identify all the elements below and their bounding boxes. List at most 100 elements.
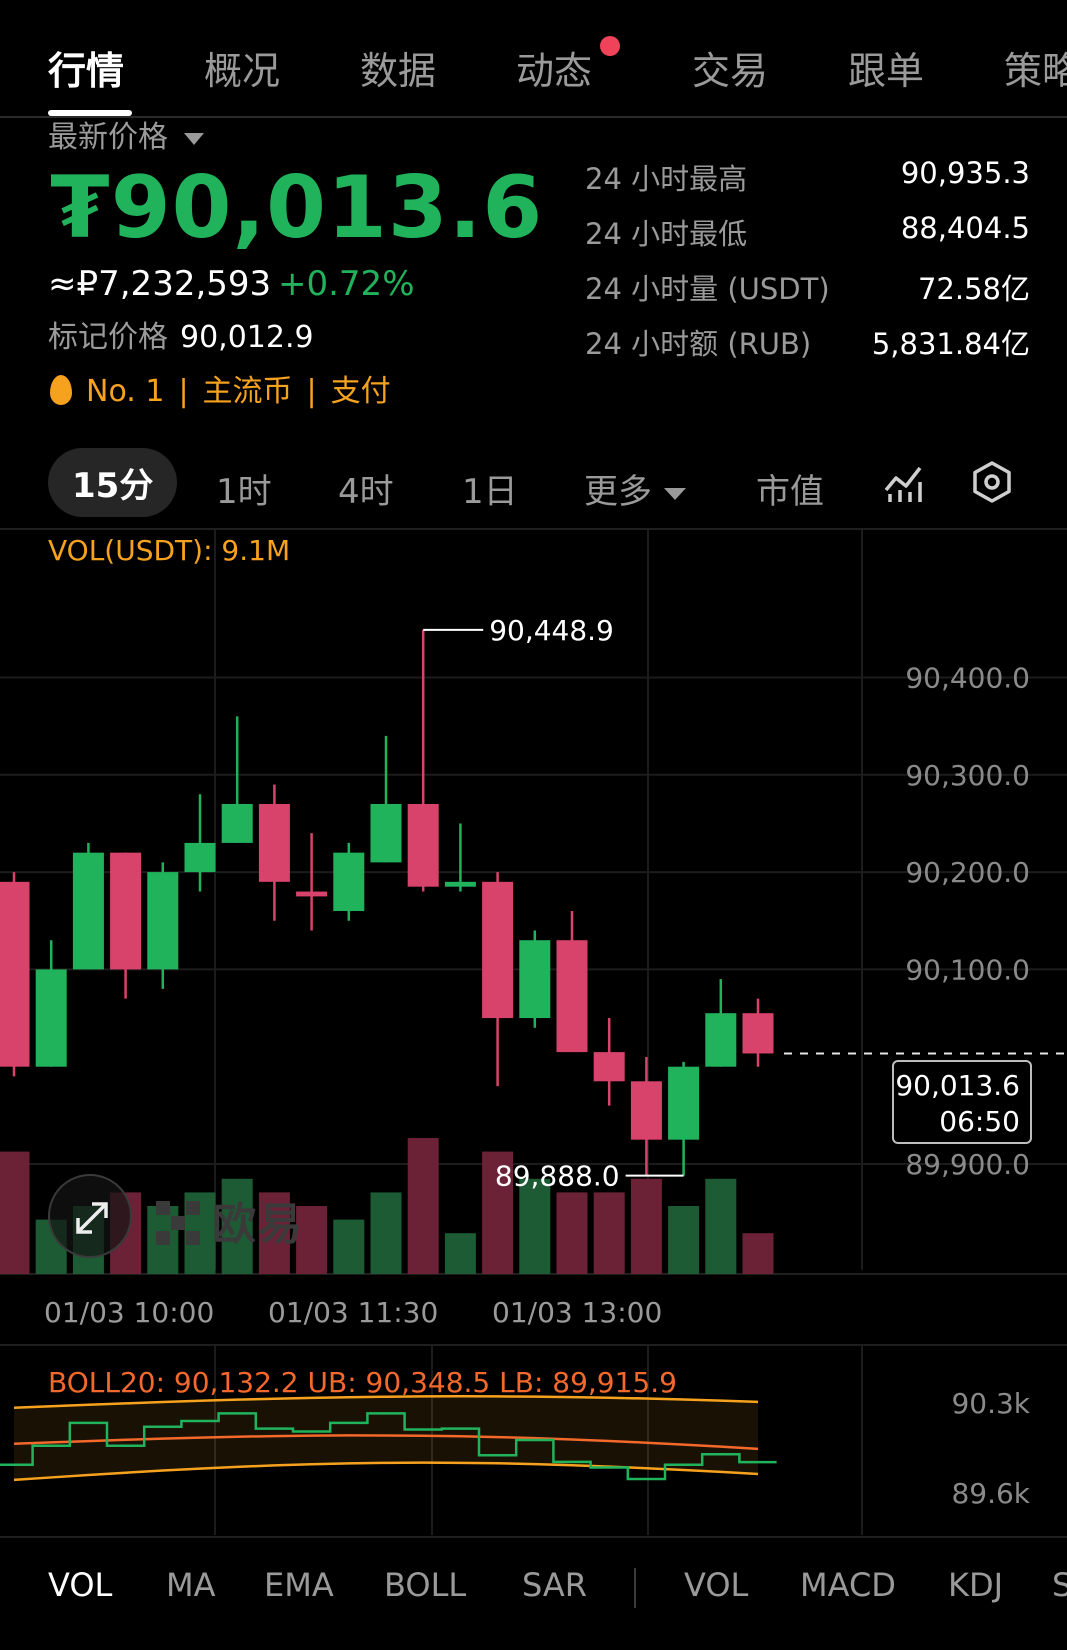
volume-bar xyxy=(593,1192,625,1274)
indicator-boll[interactable]: BOLL xyxy=(384,1566,467,1604)
indicator-vol[interactable]: VOL xyxy=(48,1566,113,1604)
active-tab-underline xyxy=(48,110,132,116)
stat-high: 24 小时最高 90,935.3 xyxy=(585,156,1030,211)
candle-body xyxy=(742,1013,774,1054)
exchange-watermark: 欧易 xyxy=(156,1188,304,1252)
volume-bar xyxy=(519,1178,551,1274)
last-price: ₮90,013.6 xyxy=(50,158,544,258)
tab-news[interactable]: 动态 xyxy=(516,49,593,93)
mark-price-row: 标记价格 90,012.9 xyxy=(48,312,314,356)
stat-turnover: 24 小时额 (RUB) 5,831.84亿 xyxy=(585,321,1030,376)
rank-tag[interactable]: No. 1 xyxy=(86,374,165,409)
candle-body xyxy=(705,1013,737,1067)
candle-body xyxy=(668,1066,700,1140)
candle-body xyxy=(519,940,551,1019)
stat-value: 72.58亿 xyxy=(917,272,1030,306)
volume-label: VOL(USDT): 9.1M xyxy=(48,534,291,567)
volume-bar xyxy=(556,1192,588,1274)
y-tick-label: 90,200.0 xyxy=(905,856,1030,889)
candle-body xyxy=(110,852,142,970)
exchange-logo-icon xyxy=(156,1201,200,1245)
indicator-sar[interactable]: SAR xyxy=(522,1566,588,1604)
coin-tags: No. 1 | 主流币 | 支付 xyxy=(50,366,391,410)
candle-body xyxy=(407,803,439,887)
candle-body xyxy=(556,940,588,1053)
candle-body xyxy=(333,852,365,912)
sub-indicator-kdj[interactable]: KDJ xyxy=(948,1566,1004,1604)
latest-price-selector[interactable]: 最新价格 xyxy=(48,112,204,156)
candle-body xyxy=(184,842,216,873)
tab-overview[interactable]: 概况 xyxy=(204,49,281,93)
volume-bar xyxy=(630,1178,662,1274)
category-tag[interactable]: 主流币 xyxy=(202,374,293,409)
sub-indicator-vol[interactable]: VOL xyxy=(684,1566,749,1604)
volume-bar xyxy=(705,1178,737,1274)
payment-tag[interactable]: 支付 xyxy=(330,374,391,409)
candle-body xyxy=(258,803,290,882)
interval-more-dropdown[interactable]: 更多 xyxy=(584,464,686,513)
interval-1h[interactable]: 1时 xyxy=(216,472,272,512)
boll-axis-label: 89.6k xyxy=(951,1477,1030,1510)
indicator-ema[interactable]: EMA xyxy=(264,1566,334,1604)
indicator-tab-bar: VOL MA EMA BOLL SAR VOL MACD KDJ S xyxy=(0,1560,1067,1620)
boll-top-divider xyxy=(0,1344,1067,1346)
boll-band-fill xyxy=(14,1396,758,1480)
stat-label: 24 小时额 (RUB) xyxy=(585,327,812,361)
interval-bar: 15分 1时 4时 1日 更多 市值 xyxy=(0,448,1067,524)
stats-panel: 24 小时最高 90,935.3 24 小时最低 88,404.5 24 小时量 (… xyxy=(585,156,1030,376)
candle-body xyxy=(72,852,104,970)
volume-bar xyxy=(0,1151,30,1274)
interval-15m[interactable]: 15分 xyxy=(48,448,178,517)
volume-bar xyxy=(444,1233,476,1274)
boll-middle-band xyxy=(13,1434,759,1451)
candle-body xyxy=(593,1052,625,1082)
stat-volume: 24 小时量 (USDT) 72.58亿 xyxy=(585,266,1030,321)
candle-body xyxy=(221,803,253,843)
stat-label: 24 小时最低 xyxy=(585,217,748,251)
volume-bar xyxy=(296,1206,328,1274)
stat-value: 5,831.84亿 xyxy=(871,327,1030,361)
indicator-bar-divider xyxy=(0,1536,1067,1538)
volume-bar xyxy=(333,1219,365,1274)
indicator-ma[interactable]: MA xyxy=(166,1566,216,1604)
fullscreen-button[interactable] xyxy=(48,1174,132,1258)
indicator-chart-icon[interactable] xyxy=(882,460,926,504)
chart-top-divider xyxy=(0,528,1067,530)
expand-arrows-icon xyxy=(76,1202,108,1234)
top-tab-bar: 行情 概况 数据 动态 交易 跟单 策略 xyxy=(0,0,1067,118)
stat-label: 24 小时最高 xyxy=(585,162,748,196)
candle-body xyxy=(444,881,476,887)
boll-axis-label: 90.3k xyxy=(951,1387,1030,1420)
sub-indicator-more[interactable]: S xyxy=(1052,1566,1067,1604)
volume-bar xyxy=(668,1206,700,1274)
boll-upper-band xyxy=(13,1395,759,1409)
market-cap-toggle[interactable]: 市值 xyxy=(756,472,824,512)
tab-trade[interactable]: 交易 xyxy=(692,49,769,93)
boll-indicator-chart[interactable]: 90.3k 89.6k xyxy=(0,1345,1067,1537)
candle-body xyxy=(482,881,514,1019)
price-change: +0.72% xyxy=(278,264,415,304)
boll-price-line xyxy=(0,1412,777,1481)
price-rub: ≈₽7,232,593 xyxy=(48,264,272,304)
tab-market[interactable]: 行情 xyxy=(48,49,125,93)
settings-hexagon-icon[interactable] xyxy=(970,460,1014,504)
chevron-down-icon xyxy=(184,132,204,145)
tab-strategy[interactable]: 策略 xyxy=(1004,49,1067,93)
interval-1d[interactable]: 1日 xyxy=(462,472,518,512)
stat-value: 88,404.5 xyxy=(900,211,1030,245)
mark-price-label: 标记价格 xyxy=(48,320,168,355)
y-tick-label: 89,900.0 xyxy=(905,1148,1030,1181)
interval-4h[interactable]: 4时 xyxy=(338,472,394,512)
y-tick-label: 90,400.0 xyxy=(905,662,1030,695)
low-marker-label: 89,888.0 xyxy=(495,1160,620,1193)
boll-lower-band xyxy=(13,1461,759,1482)
tab-copy-trade[interactable]: 跟单 xyxy=(848,49,925,93)
volume-bar xyxy=(370,1192,402,1274)
candlestick-chart[interactable]: 90,400.0 90,300.0 90,200.0 90,100.0 89,900.0… xyxy=(0,530,1067,1290)
tab-data[interactable]: 数据 xyxy=(360,49,437,93)
notification-dot xyxy=(600,36,620,56)
candle-body xyxy=(630,1081,662,1140)
sub-indicator-macd[interactable]: MACD xyxy=(800,1566,896,1604)
last-price-tag[interactable]: 90,013.6 06:50 xyxy=(892,1060,1032,1144)
time-tick: 01/03 10:00 xyxy=(44,1296,215,1329)
